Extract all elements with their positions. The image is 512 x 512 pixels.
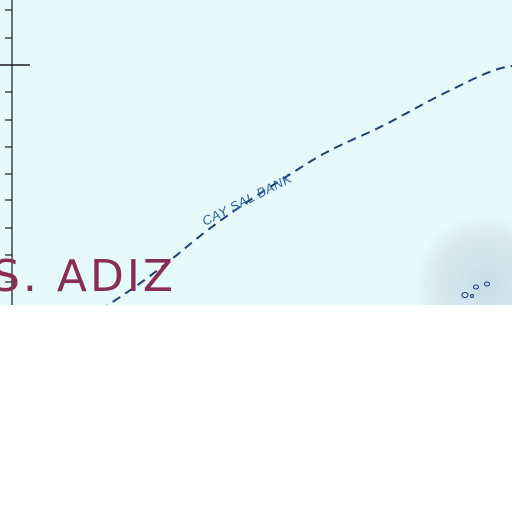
chart-canvas: CAY SAL BANK S. ADIZ xyxy=(0,0,512,305)
islet xyxy=(469,293,475,299)
blank-area xyxy=(0,305,512,512)
islet xyxy=(483,281,491,287)
boundary-line xyxy=(106,65,512,305)
shoal-area xyxy=(415,215,512,305)
islet xyxy=(472,284,480,290)
chart-map[interactable]: CAY SAL BANK S. ADIZ xyxy=(0,0,512,305)
islet-group xyxy=(461,281,491,299)
scale-ticks xyxy=(0,0,30,305)
zone-label: S. ADIZ xyxy=(0,251,176,302)
islet xyxy=(461,291,469,299)
route-label: CAY SAL BANK xyxy=(200,170,295,228)
